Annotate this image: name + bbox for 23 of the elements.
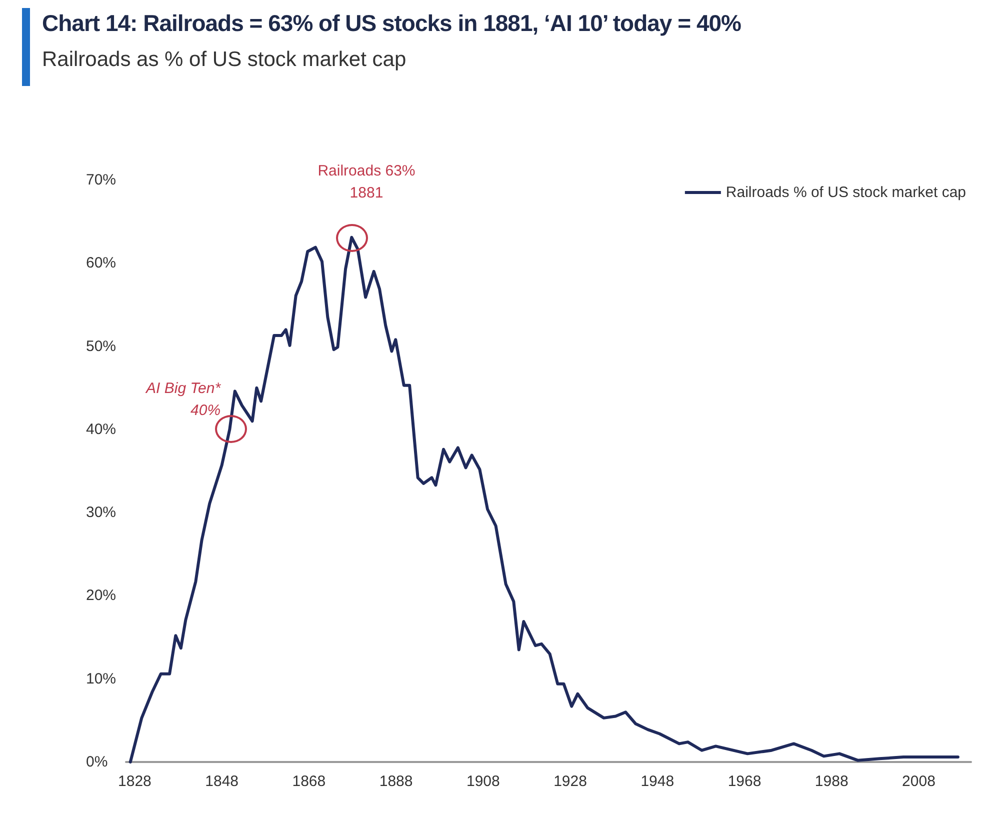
x-tick-label: 1888 xyxy=(379,773,413,790)
y-tick-label: 20% xyxy=(86,587,116,604)
x-tick-label: 1848 xyxy=(205,773,239,790)
y-tick-label: 30% xyxy=(86,504,116,522)
x-tick-label: 1948 xyxy=(640,773,674,790)
legend-label: Railroads % of US stock market cap xyxy=(726,184,966,201)
y-tick-label: 70% xyxy=(86,172,116,188)
x-tick-label: 1988 xyxy=(814,773,848,790)
y-tick-label: 60% xyxy=(86,254,116,272)
x-tick-label: 1828 xyxy=(118,773,152,790)
y-tick-label: 50% xyxy=(86,338,116,355)
x-tick-label: 1968 xyxy=(728,773,762,790)
y-tick-label: 40% xyxy=(86,420,116,438)
chart-title: Chart 14: Railroads = 63% of US stocks in 1881, ‘AI 10’ today = 40% xyxy=(42,10,741,37)
x-tick-label: 1908 xyxy=(466,773,500,790)
y-tick-label: 10% xyxy=(86,670,116,688)
annotation: AI Big Ten* 40% xyxy=(145,380,222,419)
x-tick-label: 1928 xyxy=(554,773,587,790)
y-tick-label: 0% xyxy=(86,754,108,770)
annotation: Railroads 63% 1881 xyxy=(318,162,416,202)
chart-subtitle: Railroads as % of US stock market cap xyxy=(42,48,406,72)
x-tick-label: 1868 xyxy=(292,773,326,790)
x-tick-label: 2008 xyxy=(902,773,936,790)
